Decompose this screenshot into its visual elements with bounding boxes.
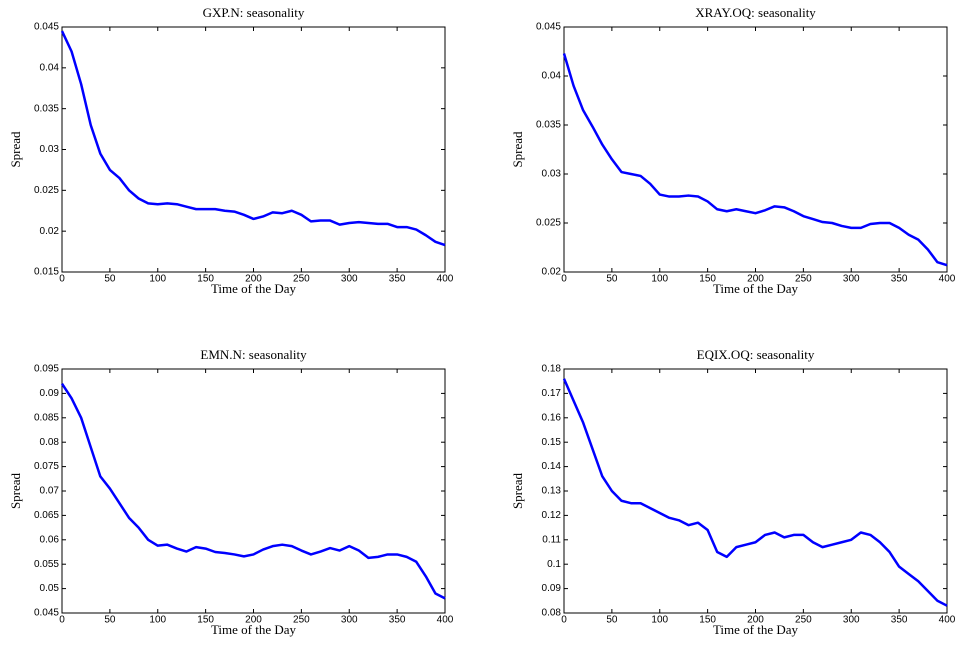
x-tick-label: 300: [843, 615, 860, 626]
x-tick-label: 0: [59, 615, 65, 626]
y-tick-label: 0.08: [542, 608, 562, 619]
x-tick-label: 200: [245, 615, 262, 626]
x-tick-label: 250: [293, 615, 310, 626]
plot-area: [563, 368, 948, 614]
x-tick-label: 350: [389, 274, 406, 285]
x-tick-label: 350: [891, 274, 908, 285]
data-line: [562, 53, 948, 267]
y-axis-label: Spread: [8, 472, 23, 509]
y-tick-label: 0.09: [40, 388, 60, 399]
y-tick-label: 0.18: [542, 364, 562, 375]
y-tick-label: 0.02: [542, 267, 562, 278]
x-tick-label: 100: [149, 615, 166, 626]
y-tick-label: 0.09: [542, 583, 562, 594]
x-tick-label: 300: [843, 274, 860, 285]
x-tick-label: 100: [651, 274, 668, 285]
x-tick-label: 0: [561, 615, 567, 626]
x-tick-label: 50: [104, 615, 116, 626]
y-tick-label: 0.13: [542, 486, 562, 497]
x-axis-label: Time of the Day: [211, 281, 297, 296]
y-tick-label: 0.06: [40, 534, 60, 545]
x-tick-label: 250: [293, 274, 310, 285]
y-tick-label: 0.04: [40, 62, 60, 73]
y-axis-label: Spread: [510, 131, 525, 168]
x-tick-label: 250: [795, 615, 812, 626]
x-tick-label: 400: [437, 274, 454, 285]
x-tick-label: 400: [939, 615, 956, 626]
x-tick-label: 300: [341, 274, 358, 285]
y-tick-label: 0.025: [536, 218, 561, 229]
y-tick-label: 0.02: [40, 226, 60, 237]
chart-title: EMN.N: seasonality: [200, 347, 307, 362]
y-tick-label: 0.14: [542, 461, 562, 472]
data-line: [60, 30, 446, 247]
y-tick-label: 0.075: [34, 461, 59, 472]
y-axis-label: Spread: [510, 472, 525, 509]
x-tick-label: 350: [891, 615, 908, 626]
chart-title: EQIX.OQ: seasonality: [697, 347, 815, 362]
y-tick-label: 0.045: [34, 608, 59, 619]
x-tick-label: 400: [437, 615, 454, 626]
y-tick-label: 0.05: [40, 583, 60, 594]
y-tick-label: 0.16: [542, 412, 562, 423]
y-tick-label: 0.035: [536, 120, 561, 131]
data-line: [562, 378, 948, 607]
x-tick-label: 150: [699, 615, 716, 626]
plot-area: [61, 26, 446, 273]
x-tick-label: 0: [561, 274, 567, 285]
x-axis-label: Time of the Day: [713, 281, 799, 296]
y-tick-label: 0.03: [542, 169, 562, 180]
x-tick-label: 150: [197, 274, 214, 285]
y-tick-label: 0.095: [34, 364, 59, 375]
x-tick-label: 150: [197, 615, 214, 626]
plot-area: [563, 26, 948, 273]
y-tick-label: 0.03: [40, 144, 60, 155]
x-tick-label: 150: [699, 274, 716, 285]
y-tick-label: 0.055: [34, 559, 59, 570]
x-axis-label: Time of the Day: [713, 622, 799, 637]
y-tick-label: 0.08: [40, 437, 60, 448]
y-tick-label: 0.015: [34, 267, 59, 278]
y-tick-label: 0.1: [547, 559, 561, 570]
y-axis-label: Spread: [8, 131, 23, 168]
chart-title: XRAY.OQ: seasonality: [695, 5, 816, 20]
x-tick-label: 50: [606, 615, 618, 626]
y-tick-label: 0.11: [542, 534, 561, 545]
y-tick-label: 0.045: [34, 22, 59, 33]
y-tick-label: 0.035: [34, 103, 59, 114]
x-tick-label: 50: [104, 274, 116, 285]
x-tick-label: 100: [651, 615, 668, 626]
x-axis-label: Time of the Day: [211, 622, 297, 637]
y-tick-label: 0.025: [34, 185, 59, 196]
x-tick-label: 0: [59, 274, 65, 285]
x-tick-label: 300: [341, 615, 358, 626]
x-tick-label: 400: [939, 274, 956, 285]
x-tick-label: 200: [245, 274, 262, 285]
x-tick-label: 100: [149, 274, 166, 285]
x-tick-label: 350: [389, 615, 406, 626]
y-tick-label: 0.085: [34, 412, 59, 423]
x-tick-label: 200: [747, 615, 764, 626]
chart-title: GXP.N: seasonality: [203, 5, 305, 20]
x-tick-label: 200: [747, 274, 764, 285]
x-tick-label: 250: [795, 274, 812, 285]
y-tick-label: 0.12: [542, 510, 562, 521]
data-line: [60, 382, 446, 600]
y-tick-label: 0.17: [542, 388, 562, 399]
y-tick-label: 0.15: [542, 437, 562, 448]
y-tick-label: 0.065: [34, 510, 59, 521]
y-tick-label: 0.045: [536, 22, 561, 33]
y-tick-label: 0.04: [542, 71, 562, 82]
plot-area: [61, 368, 446, 614]
y-tick-label: 0.07: [40, 486, 60, 497]
x-tick-label: 50: [606, 274, 618, 285]
